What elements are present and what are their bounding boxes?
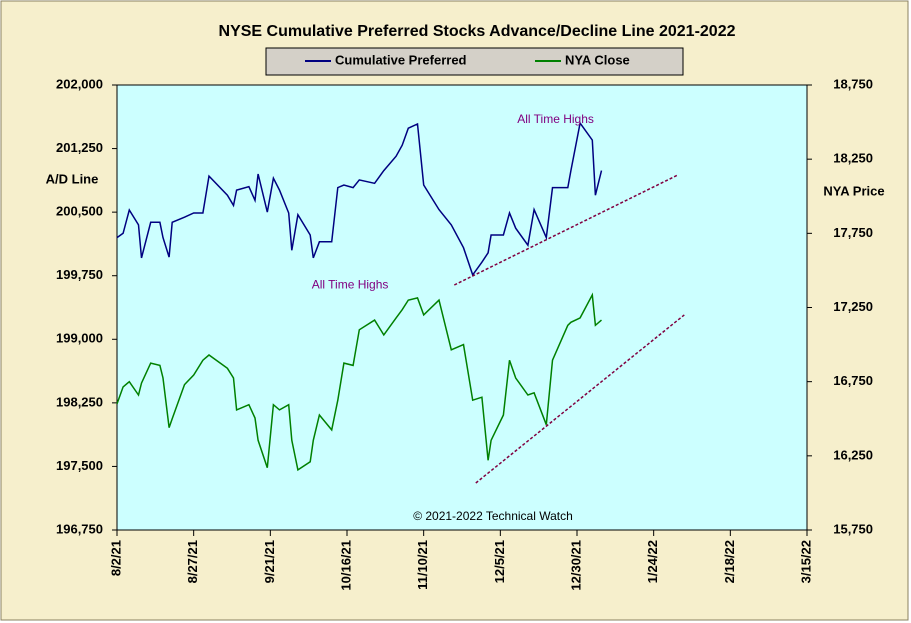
x-tick-label: 8/2/21 xyxy=(108,540,123,576)
plot-area xyxy=(116,84,808,531)
series-line xyxy=(116,292,602,472)
y2-tick-label: 18,250 xyxy=(833,151,873,166)
y-tick-label: 200,500 xyxy=(56,204,103,219)
y2-tick-label: 17,750 xyxy=(833,225,873,240)
x-tick-label: 11/10/21 xyxy=(415,540,430,590)
x-tick-label: 3/15/22 xyxy=(798,540,813,583)
x-tick-label: 12/5/21 xyxy=(492,540,507,583)
y-axis-label: A/D Line xyxy=(46,171,99,186)
series-line xyxy=(116,121,603,277)
y-tick-label: 196,750 xyxy=(56,521,103,536)
y-tick-label: 197,500 xyxy=(56,458,103,473)
y2-tick-label: 18,750 xyxy=(833,76,873,91)
y-tick-label: 201,250 xyxy=(56,140,103,155)
y2-tick-label: 15,750 xyxy=(833,521,873,536)
y2-tick-label: 16,750 xyxy=(833,373,873,388)
legend-box xyxy=(265,47,684,76)
y2-tick-label: 17,250 xyxy=(833,299,873,314)
y2-tick-label: 16,250 xyxy=(833,447,873,462)
y-tick-label: 199,000 xyxy=(56,331,103,346)
x-tick-label: 2/18/22 xyxy=(722,540,737,583)
chart-title: NYSE Cumulative Preferred Stocks Advance… xyxy=(219,23,736,40)
y-tick-label: 202,000 xyxy=(56,76,103,91)
x-tick-label: 12/30/21 xyxy=(568,540,583,591)
trendline xyxy=(453,174,679,286)
credit: © 2021-2022 Technical Watch xyxy=(413,509,573,523)
legend-label: Cumulative Preferred xyxy=(335,52,467,67)
annotation: All Time Highs xyxy=(517,112,594,126)
x-tick-label: 9/21/21 xyxy=(262,540,277,583)
y-tick-label: 199,750 xyxy=(56,267,103,282)
x-tick-label: 10/16/21 xyxy=(338,540,353,591)
y2-axis-label: NYA Price xyxy=(823,183,884,198)
x-tick-label: 8/27/21 xyxy=(185,540,200,583)
annotation: All Time Highs xyxy=(312,277,389,291)
x-tick-label: 1/24/22 xyxy=(645,540,660,583)
y-tick-label: 198,250 xyxy=(56,394,103,409)
legend-label: NYA Close xyxy=(565,52,630,67)
